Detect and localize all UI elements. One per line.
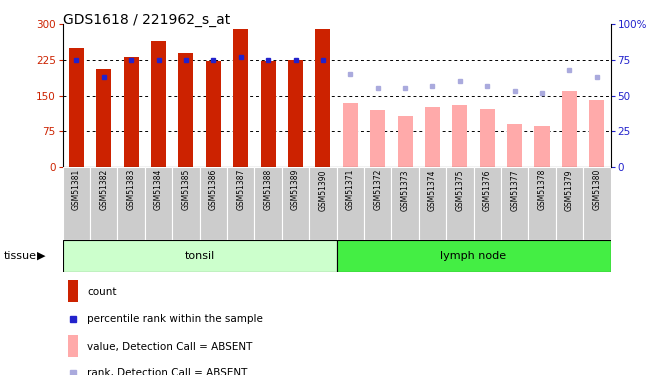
Bar	[282, 167, 309, 240]
Bar	[172, 167, 200, 240]
Bar	[418, 167, 446, 240]
Bar	[96, 69, 112, 167]
Bar	[309, 167, 337, 240]
Text: GSM51378: GSM51378	[537, 169, 546, 210]
Bar	[452, 105, 467, 167]
Bar	[425, 108, 440, 167]
Text: GSM51377: GSM51377	[510, 169, 519, 211]
Bar	[397, 116, 412, 167]
Text: GSM51381: GSM51381	[72, 169, 81, 210]
Text: tissue: tissue	[3, 251, 36, 261]
Text: count: count	[87, 287, 117, 297]
Text: GSM51383: GSM51383	[127, 169, 136, 210]
Text: GSM51389: GSM51389	[291, 169, 300, 210]
Bar	[63, 240, 337, 272]
Text: GSM51376: GSM51376	[482, 169, 492, 211]
Text: GSM51373: GSM51373	[401, 169, 410, 211]
Bar	[370, 110, 385, 167]
Bar	[227, 167, 255, 240]
Text: GSM51390: GSM51390	[318, 169, 327, 211]
Bar	[535, 126, 550, 167]
Text: lymph node: lymph node	[440, 251, 507, 261]
Bar	[261, 62, 276, 167]
Text: tonsil: tonsil	[185, 251, 214, 261]
Bar	[123, 57, 139, 167]
Text: ▶: ▶	[37, 251, 45, 261]
Text: GSM51372: GSM51372	[373, 169, 382, 210]
Bar	[364, 167, 391, 240]
Bar	[206, 62, 221, 167]
Text: GSM51374: GSM51374	[428, 169, 437, 211]
Text: GSM51388: GSM51388	[263, 169, 273, 210]
Bar	[315, 29, 331, 167]
Text: GSM51386: GSM51386	[209, 169, 218, 210]
Bar	[480, 109, 495, 167]
Bar	[507, 124, 522, 167]
Text: rank, Detection Call = ABSENT: rank, Detection Call = ABSENT	[87, 368, 248, 375]
Text: GSM51375: GSM51375	[455, 169, 465, 211]
Text: percentile rank within the sample: percentile rank within the sample	[87, 314, 263, 324]
Text: GSM51387: GSM51387	[236, 169, 246, 210]
Bar	[583, 167, 611, 240]
Text: GSM51380: GSM51380	[592, 169, 601, 210]
Bar	[151, 41, 166, 167]
Bar	[562, 91, 577, 167]
Text: GSM51385: GSM51385	[182, 169, 191, 210]
Bar	[589, 100, 605, 167]
Bar	[68, 280, 78, 302]
Bar	[233, 29, 248, 167]
Bar	[501, 167, 529, 240]
Bar	[63, 167, 90, 240]
Bar	[391, 167, 418, 240]
Text: GSM51382: GSM51382	[99, 169, 108, 210]
Bar	[69, 48, 84, 167]
Bar	[474, 167, 501, 240]
Bar	[117, 167, 145, 240]
Bar	[556, 167, 583, 240]
Bar	[90, 167, 117, 240]
Bar	[337, 240, 610, 272]
Bar	[68, 334, 78, 357]
Text: GSM51379: GSM51379	[565, 169, 574, 211]
Bar	[529, 167, 556, 240]
Text: GDS1618 / 221962_s_at: GDS1618 / 221962_s_at	[63, 13, 230, 27]
Bar	[255, 167, 282, 240]
Bar	[145, 167, 172, 240]
Bar	[178, 53, 193, 167]
Text: GSM51384: GSM51384	[154, 169, 163, 210]
Bar	[199, 167, 227, 240]
Bar	[337, 167, 364, 240]
Bar	[446, 167, 473, 240]
Text: value, Detection Call = ABSENT: value, Detection Call = ABSENT	[87, 342, 253, 352]
Bar	[343, 103, 358, 167]
Text: GSM51371: GSM51371	[346, 169, 355, 210]
Bar	[288, 60, 303, 167]
